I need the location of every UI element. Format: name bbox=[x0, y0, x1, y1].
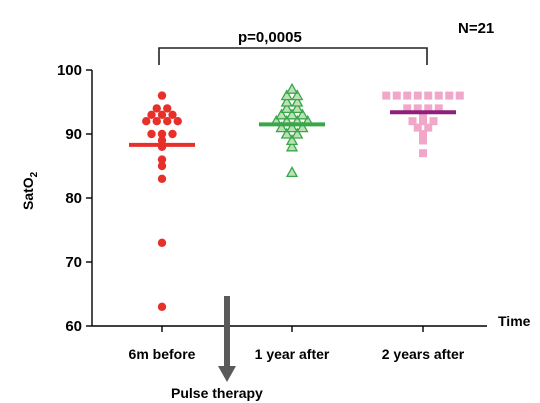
data-point-square bbox=[424, 91, 433, 100]
data-point-triangle bbox=[280, 89, 293, 101]
data-point-circle bbox=[163, 104, 172, 113]
data-point-circle bbox=[157, 161, 167, 171]
y-tick-label: 70 bbox=[65, 254, 82, 271]
data-point-circle bbox=[157, 91, 167, 100]
data-point-square bbox=[424, 123, 433, 132]
data-point-triangle bbox=[285, 134, 299, 146]
data-point-triangle bbox=[280, 102, 293, 114]
data-point-square bbox=[419, 110, 427, 119]
data-point-circle bbox=[157, 302, 167, 311]
y-tick-label: 90 bbox=[65, 126, 82, 143]
data-point-square bbox=[445, 91, 454, 100]
data-point-square bbox=[419, 136, 427, 145]
data-marks bbox=[142, 82, 464, 311]
y-axis-label: SatO2 bbox=[20, 171, 40, 210]
data-point-triangle bbox=[291, 102, 304, 114]
y-tick-label: 80 bbox=[65, 190, 82, 207]
data-point-circle bbox=[142, 117, 151, 126]
data-point-circle bbox=[163, 117, 172, 126]
annotations: N=21 p=0,0005 Pulse therapy bbox=[158, 20, 494, 401]
data-point-triangle bbox=[291, 89, 304, 101]
data-point-square bbox=[419, 117, 427, 126]
mean-bars bbox=[129, 110, 456, 147]
data-point-square bbox=[429, 117, 438, 126]
data-point-circle bbox=[147, 110, 156, 120]
data-point-square bbox=[424, 104, 433, 113]
data-point-triangle bbox=[280, 95, 293, 107]
y-tick-label: 100 bbox=[57, 62, 82, 79]
data-point-square bbox=[382, 91, 391, 100]
data-point-square bbox=[419, 130, 427, 138]
y-tick-label: 60 bbox=[65, 318, 82, 335]
data-point-circle bbox=[147, 129, 156, 139]
data-point-triangle bbox=[280, 127, 293, 139]
data-point-circle bbox=[152, 117, 161, 126]
data-point-circle bbox=[157, 110, 167, 120]
x-tick-label: 1 year after bbox=[255, 346, 330, 362]
data-point-square bbox=[403, 91, 412, 100]
data-point-triangle bbox=[285, 82, 299, 94]
data-point-circle bbox=[157, 174, 167, 183]
data-point-square bbox=[408, 117, 417, 126]
pulse-therapy-arrow-shaft bbox=[224, 296, 230, 366]
data-point-triangle bbox=[291, 95, 304, 107]
data-point-square bbox=[419, 149, 427, 158]
data-point-triangle bbox=[296, 108, 309, 120]
data-point-circle bbox=[168, 129, 177, 139]
pulse-therapy-arrow-head bbox=[218, 366, 236, 382]
p-value-label: p=0,0005 bbox=[238, 29, 302, 46]
data-point-triangle bbox=[285, 166, 299, 178]
data-point-triangle bbox=[285, 108, 299, 120]
data-point-circle bbox=[157, 155, 167, 164]
data-point-square bbox=[413, 91, 422, 100]
data-point-square bbox=[434, 91, 443, 100]
data-point-circle bbox=[168, 110, 177, 120]
n-label: N=21 bbox=[458, 20, 494, 37]
data-point-square bbox=[455, 91, 464, 100]
data-point-circle bbox=[157, 136, 167, 145]
data-point-triangle bbox=[291, 127, 304, 139]
data-point-circle bbox=[173, 117, 182, 126]
significance-bracket bbox=[158, 47, 428, 65]
data-point-square bbox=[413, 123, 422, 132]
x-tick-label: 2 years after bbox=[382, 346, 465, 362]
data-point-triangle bbox=[275, 121, 288, 133]
axes: 60 70 80 90 100 6m before 1 year after 2 years … bbox=[20, 62, 531, 362]
data-point-triangle bbox=[275, 108, 288, 120]
data-point-square bbox=[413, 104, 422, 113]
x-tick-label: 6m before bbox=[129, 346, 196, 362]
x-axis-label: Time bbox=[498, 313, 531, 329]
data-point-square bbox=[392, 91, 401, 100]
data-point-square bbox=[403, 104, 412, 113]
pulse-therapy-label: Pulse therapy bbox=[171, 385, 263, 401]
data-point-circle bbox=[152, 104, 161, 113]
data-point-triangle bbox=[285, 121, 299, 133]
data-point-circle bbox=[157, 129, 167, 139]
data-point-circle bbox=[157, 238, 167, 247]
data-point-triangle bbox=[296, 121, 309, 133]
data-point-triangle bbox=[285, 140, 299, 152]
data-point-square bbox=[434, 104, 443, 113]
